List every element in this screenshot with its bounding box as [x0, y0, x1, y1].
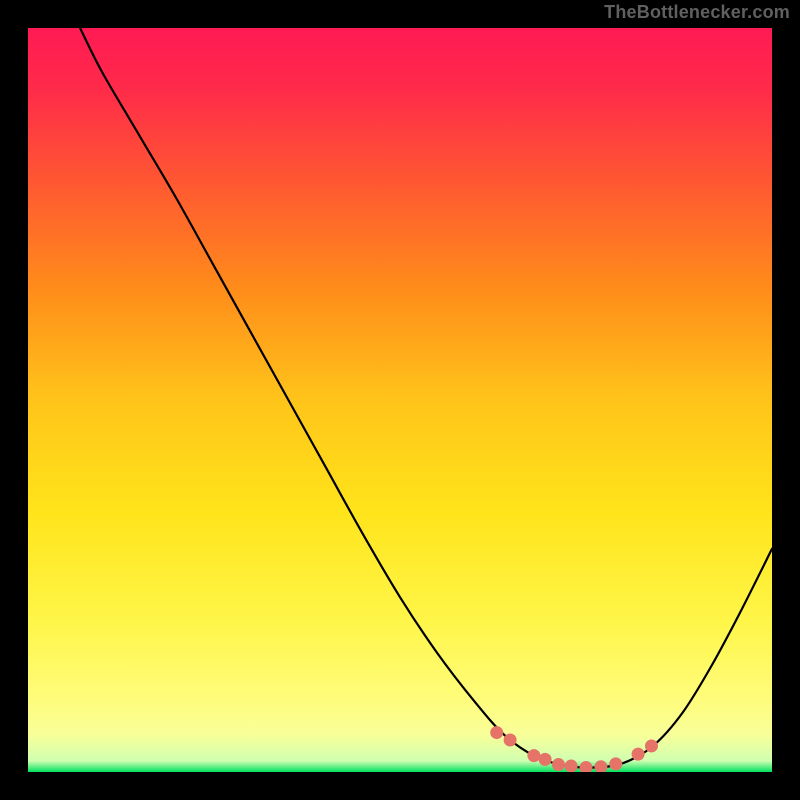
plot-area	[28, 28, 772, 772]
marker-dot	[645, 739, 658, 752]
marker-dot	[632, 748, 645, 761]
gradient-curve-chart	[28, 28, 772, 772]
plot-background	[28, 28, 772, 772]
marker-dot	[609, 757, 622, 770]
marker-dot	[490, 726, 503, 739]
marker-dot	[504, 734, 517, 747]
marker-dot	[527, 749, 540, 762]
watermark-text: TheBottlenecker.com	[604, 2, 790, 23]
chart-container: TheBottlenecker.com	[0, 0, 800, 800]
marker-dot	[539, 753, 552, 766]
marker-dot	[552, 758, 565, 771]
marker-dot	[565, 760, 578, 772]
